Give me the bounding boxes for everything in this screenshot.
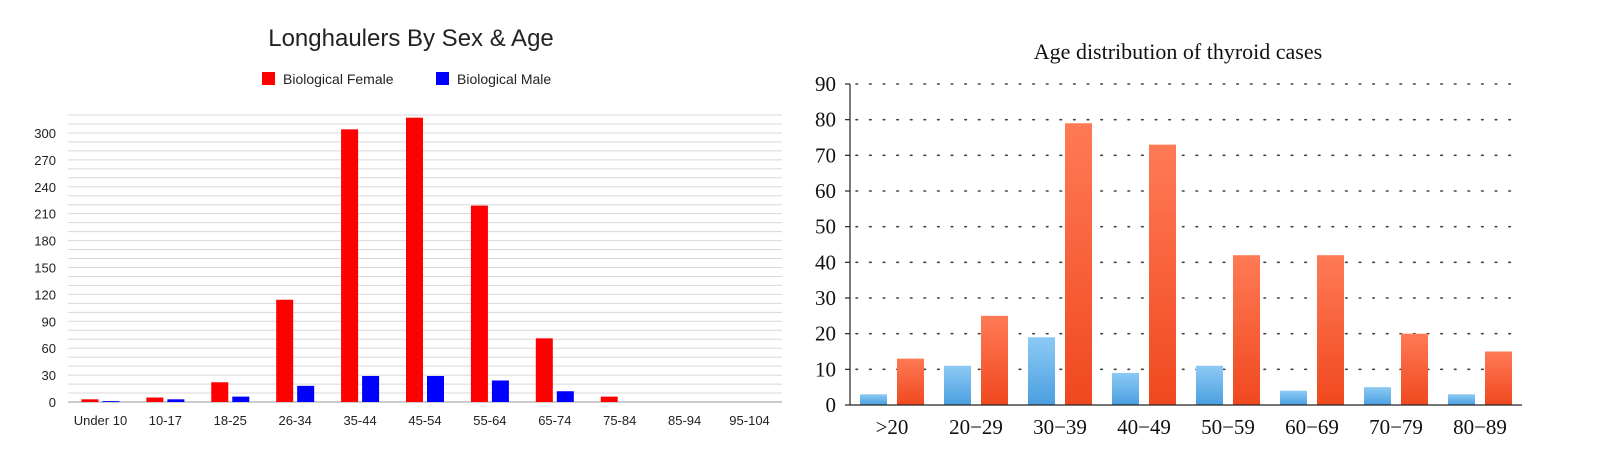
bar-blue — [1448, 394, 1475, 405]
bar-male — [427, 375, 444, 402]
bar-male — [556, 391, 574, 402]
bar-blue — [1196, 365, 1223, 405]
chart-2-x-axis: >20 20−29 30−39 40−49 50−59 60−69 70−79 80−89 — [876, 415, 1507, 439]
y-tick-label: 20 — [815, 322, 836, 346]
y-tick-label: 210 — [34, 207, 56, 222]
x-tick-label: 60−69 — [1285, 415, 1339, 439]
y-tick-label: 50 — [815, 215, 836, 239]
bar-female — [276, 299, 294, 402]
x-tick-label: 75-84 — [603, 413, 636, 428]
bar-orange — [1485, 351, 1512, 405]
bar-blue — [1028, 337, 1055, 405]
chart-2-title: Age distribution of thyroid cases — [1034, 39, 1322, 64]
chart-2-y-axis: 0 10 20 30 40 50 60 70 80 90 — [815, 72, 850, 417]
y-tick-label: 240 — [34, 180, 56, 195]
y-tick-label: 60 — [815, 179, 836, 203]
x-tick-label: 40−49 — [1117, 415, 1171, 439]
x-tick-label: 18-25 — [214, 413, 247, 428]
bar-female — [406, 117, 423, 403]
x-tick-label: Under 10 — [74, 413, 127, 428]
y-tick-label: 30 — [815, 286, 836, 310]
chart-1-title: Longhaulers By Sex & Age — [268, 25, 554, 52]
legend-swatch-male — [436, 72, 449, 85]
bar-blue — [860, 394, 887, 405]
chart-1-bars — [81, 117, 618, 403]
bar-orange — [1065, 123, 1092, 405]
bar-male — [232, 396, 250, 402]
chart-1-gridlines — [68, 114, 782, 403]
y-tick-label: 70 — [815, 143, 836, 167]
bar-orange — [1401, 333, 1428, 405]
bar-orange — [1233, 255, 1260, 405]
bar-female — [341, 129, 359, 402]
bar-blue — [1364, 387, 1391, 405]
bar-orange — [1149, 144, 1176, 405]
x-tick-label: 20−29 — [949, 415, 1003, 439]
chart-1-legend: Biological Female Biological Male — [262, 71, 551, 87]
bar-female — [146, 397, 164, 402]
chart-1-x-axis: Under 10 10-17 18-25 26-34 35-44 45-54 55-64 65… — [74, 413, 770, 428]
bar-male — [102, 401, 120, 402]
chart-2-gridlines — [855, 83, 1523, 371]
y-tick-label: 180 — [34, 234, 56, 249]
bar-male — [297, 385, 315, 402]
bar-male — [491, 380, 509, 402]
y-tick-label: 150 — [34, 260, 56, 275]
bar-blue — [1280, 390, 1307, 405]
x-tick-label: 26-34 — [279, 413, 312, 428]
bar-male — [362, 375, 380, 402]
y-tick-label: 90 — [815, 72, 836, 96]
x-tick-label: 10-17 — [149, 413, 182, 428]
y-tick-label: 120 — [34, 287, 56, 302]
x-tick-label: 45-54 — [408, 413, 441, 428]
x-tick-label: >20 — [876, 415, 909, 439]
x-tick-label: 70−79 — [1369, 415, 1423, 439]
bar-female — [470, 205, 488, 402]
bar-female — [81, 399, 99, 402]
x-tick-label: 30−39 — [1033, 415, 1087, 439]
bar-female — [600, 396, 618, 402]
bar-blue — [944, 365, 971, 405]
x-tick-label: 85-94 — [668, 413, 701, 428]
bar-female — [535, 338, 553, 402]
bar-orange — [981, 315, 1008, 405]
x-tick-label: 55-64 — [473, 413, 506, 428]
y-tick-label: 270 — [34, 153, 56, 168]
y-tick-label: 90 — [42, 314, 56, 329]
y-tick-label: 10 — [815, 357, 836, 381]
chart-thyroid: Age distribution of thyroid cases 0 10 20 3… — [815, 39, 1523, 439]
chart-1-y-axis: 0 30 60 90 120 150 180 210 240 270 300 — [34, 126, 56, 410]
x-tick-label: 50−59 — [1201, 415, 1255, 439]
bar-orange — [897, 358, 924, 405]
legend-swatch-female — [262, 72, 275, 85]
chart-longhaulers: Longhaulers By Sex & Age Biological Fema… — [34, 25, 782, 428]
y-tick-label: 60 — [42, 341, 56, 356]
y-tick-label: 0 — [826, 393, 837, 417]
y-tick-label: 30 — [42, 368, 56, 383]
bar-female — [211, 382, 229, 402]
y-tick-label: 300 — [34, 126, 56, 141]
y-tick-label: 80 — [815, 108, 836, 132]
bar-blue — [1112, 372, 1139, 405]
bar-male — [167, 399, 185, 402]
x-tick-label: 65-74 — [538, 413, 571, 428]
y-tick-label: 0 — [49, 395, 56, 410]
legend-label-female: Biological Female — [283, 71, 394, 87]
legend-label-male: Biological Male — [457, 71, 551, 87]
y-tick-label: 40 — [815, 250, 836, 274]
x-tick-label: 95-104 — [729, 413, 769, 428]
chart-2-bars — [860, 123, 1512, 405]
bar-orange — [1317, 255, 1344, 405]
x-tick-label: 35-44 — [343, 413, 376, 428]
x-tick-label: 80−89 — [1453, 415, 1507, 439]
